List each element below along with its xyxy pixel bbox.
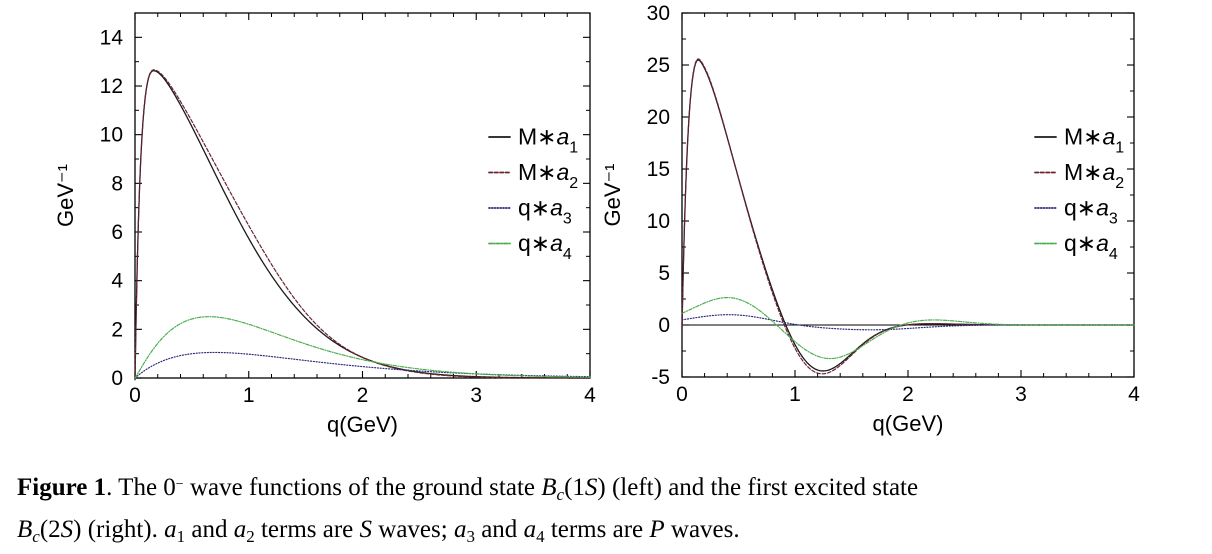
svg-text:1: 1 <box>789 383 801 406</box>
svg-text:8: 8 <box>111 172 123 195</box>
svg-text:10: 10 <box>100 124 123 147</box>
svg-text:GeV⁻¹: GeV⁻¹ <box>600 164 625 227</box>
svg-text:25: 25 <box>647 54 670 77</box>
svg-text:3: 3 <box>1015 383 1027 406</box>
svg-text:q(GeV): q(GeV) <box>873 411 944 436</box>
svg-text:q(GeV): q(GeV) <box>327 412 398 437</box>
svg-text:5: 5 <box>658 262 670 285</box>
svg-text:3: 3 <box>470 384 482 407</box>
svg-text:6: 6 <box>111 221 123 244</box>
svg-text:15: 15 <box>647 158 670 181</box>
svg-text:0: 0 <box>129 384 141 407</box>
svg-text:GeV⁻¹: GeV⁻¹ <box>53 164 78 227</box>
svg-text:0: 0 <box>676 383 688 406</box>
svg-text:0: 0 <box>658 314 670 337</box>
svg-text:0: 0 <box>111 367 123 390</box>
svg-text:20: 20 <box>647 106 670 129</box>
svg-text:-5: -5 <box>651 366 670 389</box>
svg-text:12: 12 <box>100 75 123 98</box>
svg-text:4: 4 <box>584 384 596 407</box>
svg-text:q∗a3: q∗a3 <box>1064 195 1118 228</box>
svg-text:M∗a1: M∗a1 <box>1064 124 1124 157</box>
svg-text:q∗a4: q∗a4 <box>1064 230 1118 263</box>
svg-text:2: 2 <box>111 318 123 341</box>
svg-text:q∗a4: q∗a4 <box>518 230 572 263</box>
svg-text:M∗a2: M∗a2 <box>1064 159 1124 192</box>
svg-text:1: 1 <box>243 384 255 407</box>
svg-text:30: 30 <box>647 2 670 25</box>
svg-text:q∗a3: q∗a3 <box>518 195 572 228</box>
svg-text:10: 10 <box>647 210 670 233</box>
svg-text:2: 2 <box>902 383 914 406</box>
svg-text:4: 4 <box>1128 383 1140 406</box>
svg-text:M∗a2: M∗a2 <box>518 159 578 192</box>
svg-text:4: 4 <box>111 270 123 293</box>
svg-text:2: 2 <box>357 384 369 407</box>
svg-text:M∗a1: M∗a1 <box>518 124 578 157</box>
svg-text:14: 14 <box>100 26 124 49</box>
